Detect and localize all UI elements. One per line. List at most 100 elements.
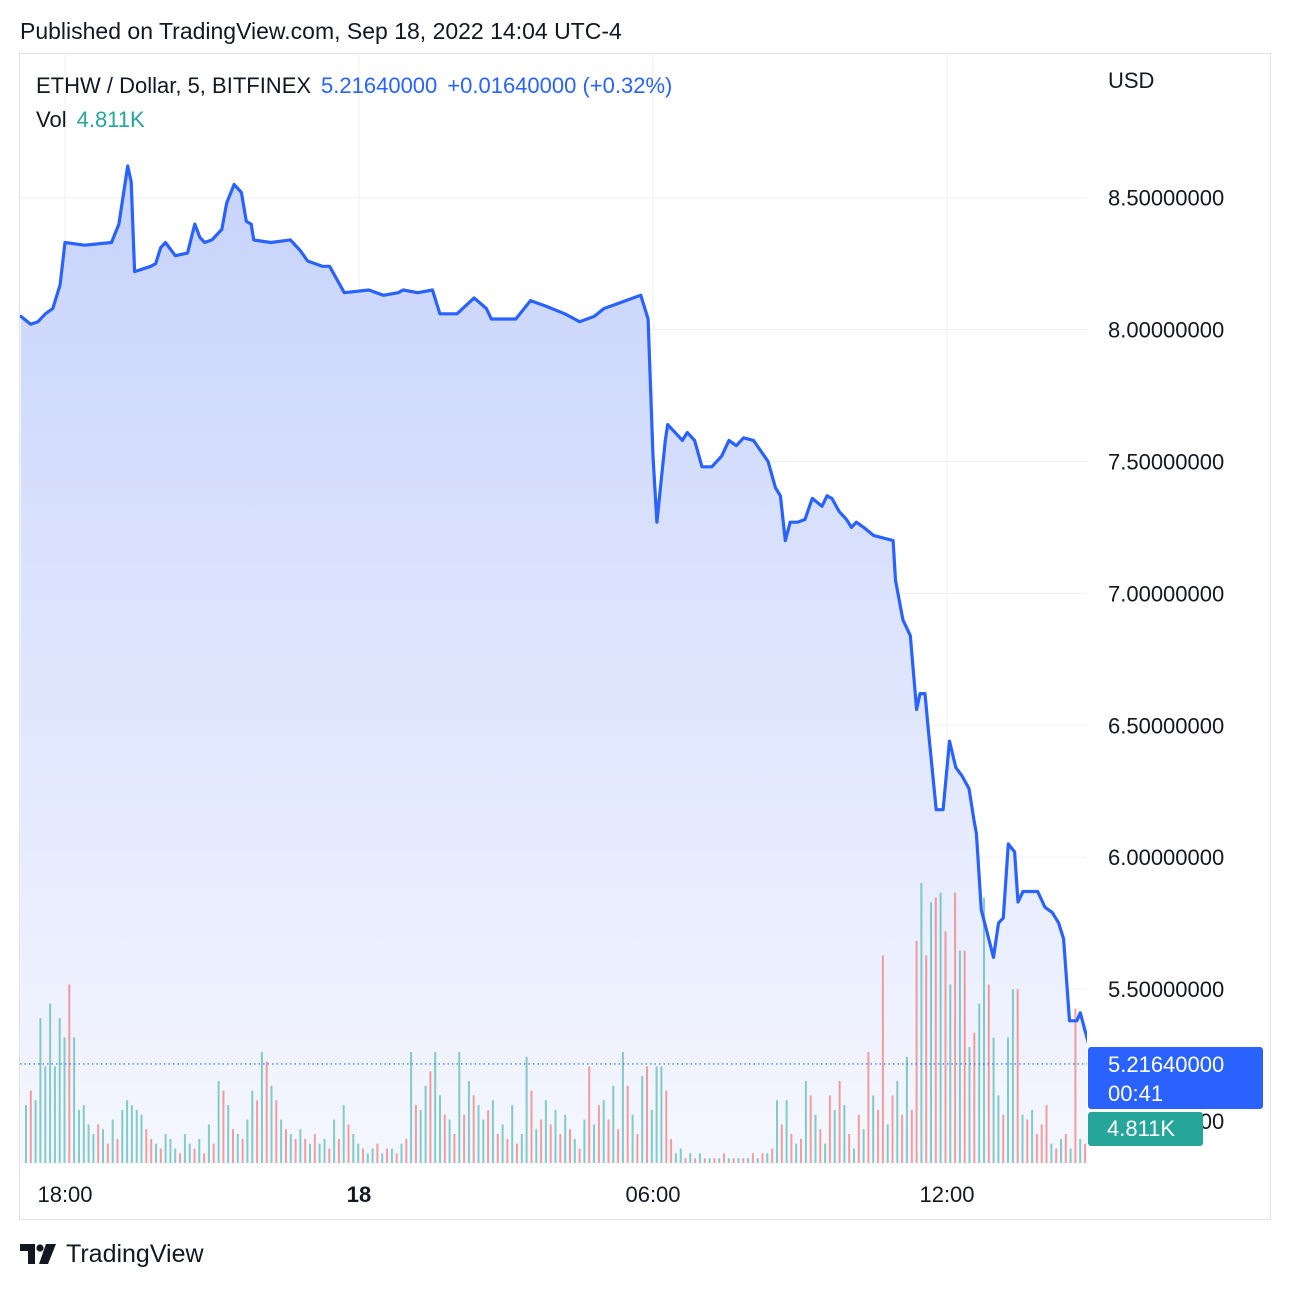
volume-bar — [776, 1100, 778, 1163]
volume-bar — [626, 1085, 629, 1163]
volume-bar — [891, 1095, 894, 1163]
y-axis-tick-label: 7.00000000 — [1108, 581, 1224, 606]
volume-bar — [939, 892, 942, 1163]
volume-legend-label[interactable]: Vol — [36, 107, 67, 132]
volume-bar — [309, 1143, 311, 1163]
volume-bar — [636, 1134, 639, 1163]
volume-bar — [800, 1138, 802, 1163]
volume-bar — [973, 1032, 976, 1163]
volume-bar — [381, 1153, 384, 1163]
volume-bar — [448, 1119, 451, 1163]
last-price-label: 5.21640000 00:41 — [1088, 1047, 1263, 1109]
volume-bar — [785, 1100, 788, 1163]
volume-bar — [559, 1134, 562, 1163]
volume-bar — [183, 1134, 186, 1163]
volume-bar — [1127, 1153, 1129, 1163]
volume-bar — [487, 1109, 490, 1163]
volume-bar — [410, 1052, 413, 1163]
published-caption: Published on TradingView.com, Sep 18, 20… — [20, 18, 622, 44]
volume-bar — [1103, 1149, 1105, 1164]
volume-bar — [362, 1148, 364, 1163]
volume-bar — [371, 1148, 374, 1163]
volume-bar — [482, 1119, 485, 1163]
volume-bar — [828, 1095, 831, 1163]
volume-bar — [583, 1119, 586, 1163]
y-axis-tick-label: 8.50000000 — [1108, 186, 1224, 211]
volume-bar — [491, 1100, 494, 1163]
volume-bar — [901, 1114, 904, 1163]
tradingview-wordmark: TradingView — [66, 1240, 204, 1268]
volume-bar — [506, 1138, 509, 1163]
tradingview-logo[interactable]: TradingView — [20, 1240, 204, 1269]
volume-bar — [352, 1134, 355, 1163]
volume-bar — [569, 1129, 571, 1163]
volume-bar — [270, 1085, 273, 1163]
volume-bar — [862, 1129, 865, 1163]
volume-bar — [357, 1143, 360, 1163]
volume-bar — [304, 1138, 307, 1163]
price-area-fill — [20, 166, 1087, 1163]
volume-bar — [997, 1095, 1000, 1163]
volume-bar — [400, 1143, 403, 1163]
volume-bar — [1108, 1144, 1110, 1163]
volume-bar — [824, 1143, 827, 1163]
volume-bar — [780, 1124, 783, 1163]
volume-bar — [612, 1085, 615, 1163]
volume-bar — [429, 1071, 432, 1163]
y-axis: 5.000000005.500000006.000000006.50000000… — [1108, 186, 1224, 1134]
volume-bar — [323, 1138, 326, 1163]
volume-bar — [313, 1134, 316, 1163]
volume-bar — [511, 1105, 514, 1163]
volume-bar — [155, 1143, 157, 1163]
volume-bar — [516, 1143, 518, 1163]
symbol-legend: ETHW / Dollar, 5, BITFINEX 5.21640000 +0.0… — [36, 73, 672, 99]
volume-bar — [1079, 1138, 1082, 1163]
volume-bar — [641, 1076, 644, 1163]
volume-bar — [227, 1105, 230, 1163]
volume-bar — [1089, 1149, 1091, 1164]
volume-bar — [39, 1018, 42, 1163]
volume-bar — [1031, 1109, 1034, 1163]
tradingview-logo-icon — [20, 1243, 56, 1264]
volume-bar — [275, 1100, 278, 1163]
volume-bar — [463, 1114, 466, 1163]
volume-bar — [795, 1143, 798, 1163]
volume-bar — [342, 1105, 345, 1163]
volume-bar — [650, 1109, 653, 1163]
volume-bar — [747, 1158, 750, 1163]
volume-bar — [217, 1080, 220, 1163]
volume-bar — [467, 1080, 470, 1163]
volume-bar — [49, 1003, 52, 1163]
volume-bar — [838, 1080, 841, 1163]
y-axis-tick-label: 6.50000000 — [1108, 713, 1224, 738]
volume-bar — [607, 1119, 610, 1163]
chart-frame — [19, 53, 1271, 1220]
volume-bar — [660, 1066, 663, 1163]
volume-bar — [150, 1138, 153, 1163]
y-axis-tick-label: 5.50000000 — [1108, 977, 1224, 1002]
last-volume-label: 4.811K — [1088, 1112, 1203, 1146]
volume-bar — [376, 1143, 379, 1163]
volume-bar — [554, 1109, 557, 1163]
volume-bar — [111, 1119, 114, 1163]
currency-label[interactable]: USD — [1108, 68, 1155, 93]
volume-bar — [1113, 1144, 1115, 1163]
volume-bar — [1064, 1134, 1067, 1163]
symbol-name[interactable]: ETHW / Dollar, 5, BITFINEX — [36, 73, 312, 98]
y-axis-tick-label: 8.00000000 — [1108, 318, 1224, 343]
volume-bar — [578, 1148, 581, 1163]
volume-bar — [87, 1124, 90, 1163]
volume-bar — [424, 1085, 427, 1163]
volume-bar — [790, 1134, 793, 1163]
volume-bar — [453, 1134, 456, 1163]
volume-bar — [419, 1109, 422, 1163]
volume-bar — [102, 1129, 104, 1163]
volume-bar — [164, 1134, 167, 1163]
volume-bar — [97, 1124, 100, 1163]
volume-bar — [983, 897, 985, 1163]
volume-bar — [958, 950, 961, 1163]
volume-bar — [198, 1138, 201, 1163]
volume-bar — [63, 1037, 66, 1163]
volume-bar — [573, 1138, 576, 1163]
